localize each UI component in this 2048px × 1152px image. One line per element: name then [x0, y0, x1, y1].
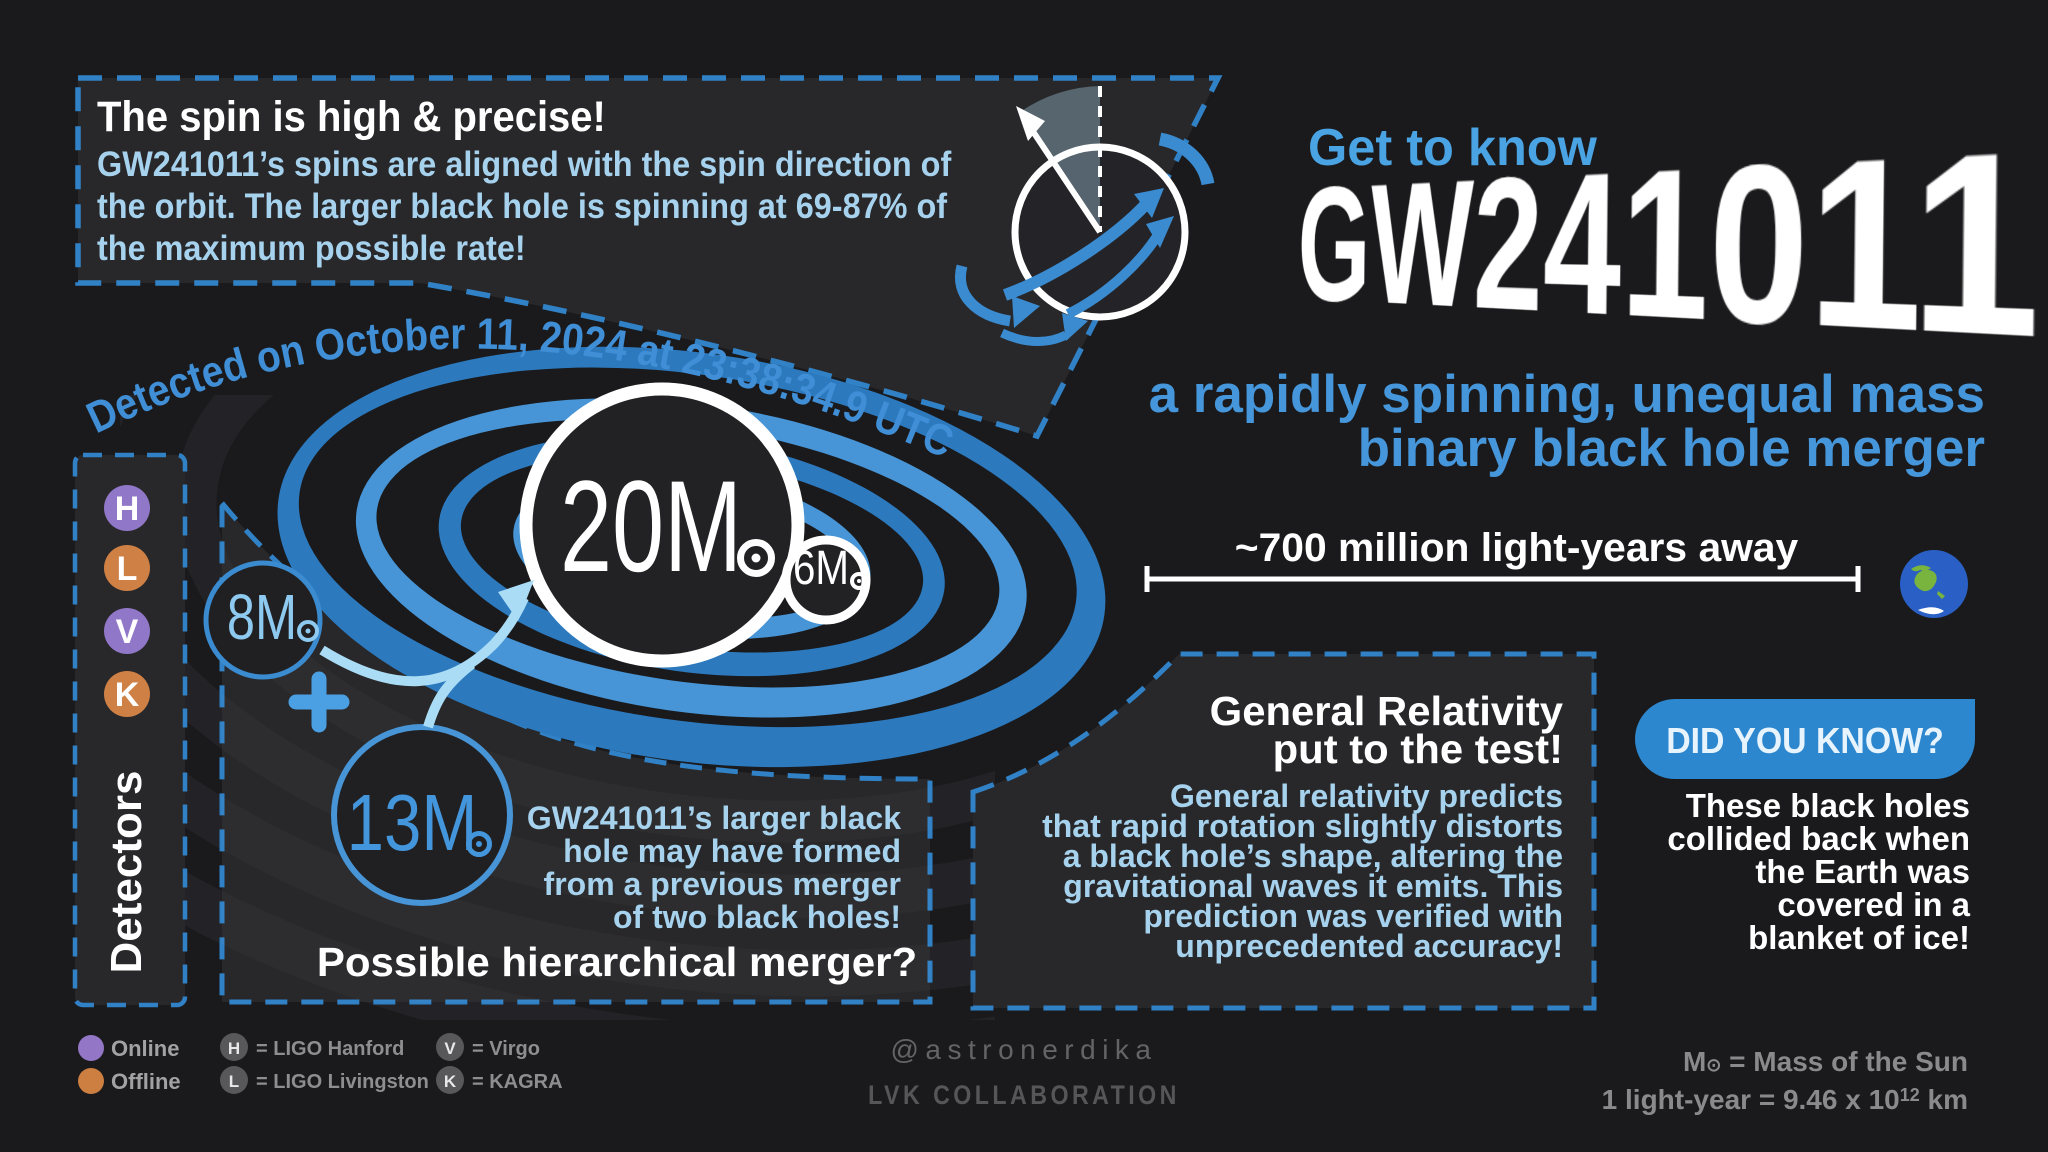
svg-text:V: V [444, 1039, 456, 1058]
svg-text:L: L [229, 1072, 239, 1091]
svg-text:20M: 20M [560, 454, 742, 600]
svg-text:= KAGRA: = KAGRA [472, 1071, 563, 1093]
svg-text:Online: Online [111, 1036, 179, 1061]
svg-text:H: H [228, 1039, 240, 1058]
svg-text:= Virgo: = Virgo [472, 1038, 540, 1060]
svg-text:= LIGO Hanford: = LIGO Hanford [256, 1038, 404, 1060]
svg-text:8M: 8M [227, 582, 297, 653]
svg-text:6M: 6M [793, 542, 849, 595]
svg-text:L: L [117, 550, 138, 588]
svg-text:= LIGO Livingston: = LIGO Livingston [256, 1071, 429, 1093]
svg-text:13M: 13M [347, 777, 478, 867]
svg-text:Offline: Offline [111, 1069, 181, 1094]
svg-text:K: K [115, 676, 140, 714]
svg-text:K: K [444, 1072, 457, 1091]
svg-text:H: H [115, 490, 140, 528]
svg-text:V: V [116, 613, 139, 651]
